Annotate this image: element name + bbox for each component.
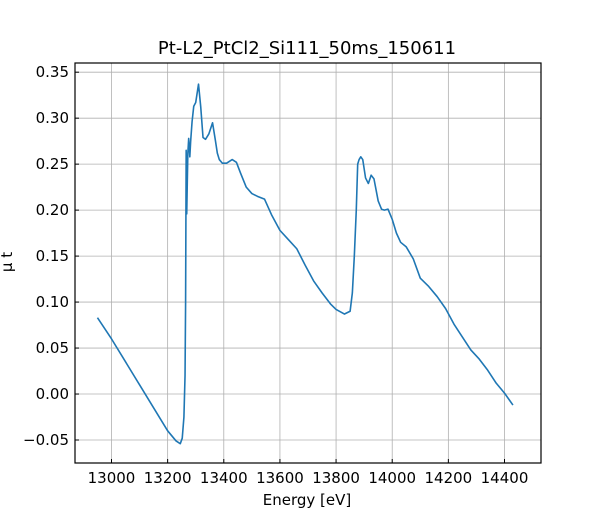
x-tick-label: 13400 [200, 469, 248, 487]
x-tick-label: 13600 [256, 469, 304, 487]
x-tick-label: 14400 [481, 469, 529, 487]
y-tick-label: 0.30 [36, 109, 69, 127]
y-tick-label: −0.05 [23, 431, 69, 449]
x-tick-label: 13800 [312, 469, 360, 487]
x-axis-label: Energy [eV] [263, 491, 351, 509]
y-tick-label: 0.25 [36, 155, 69, 173]
chart-title: Pt-L2_PtCl2_Si111_50ms_150611 [158, 38, 456, 59]
y-tick-label: 0.35 [36, 63, 69, 81]
grid [75, 63, 541, 463]
y-axis-label: μ t [0, 252, 16, 272]
series-layer [96, 83, 514, 445]
plot-frame [74, 62, 542, 464]
y-tick-label: 0.15 [36, 247, 69, 265]
x-tick-label: 13200 [144, 469, 192, 487]
axis-ticks: 13000 13200 13400 13600 13800 14000 14200 14400… [23, 63, 528, 487]
y-tick-label: 0.10 [36, 293, 69, 311]
y-tick-label: 0.20 [36, 201, 69, 219]
y-tick-label: 0.00 [36, 385, 69, 403]
series-line [96, 83, 514, 445]
y-tick-label: 0.05 [36, 339, 69, 357]
x-tick-label: 13000 [88, 469, 136, 487]
x-tick-label: 14200 [425, 469, 473, 487]
x-tick-label: 14000 [368, 469, 416, 487]
